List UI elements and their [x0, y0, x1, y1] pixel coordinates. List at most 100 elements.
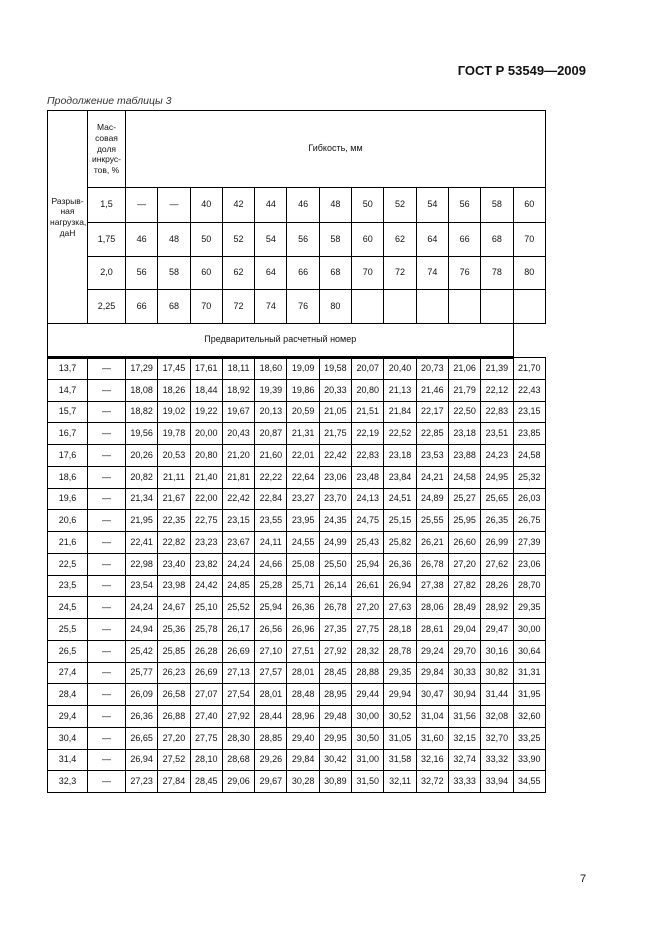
value-cell: 33,32	[480, 748, 514, 772]
value-cell: 24,24	[124, 596, 159, 619]
flexibility-cell: 78	[480, 256, 514, 290]
value-cell: 21,60	[254, 444, 288, 467]
value-cell: 22,01	[286, 444, 320, 467]
value-cell: 24,58	[447, 465, 482, 489]
value-cell: 28,61	[415, 618, 449, 641]
load-cell: 20,6	[47, 509, 88, 532]
value-cell: 27,57	[254, 661, 288, 685]
table-row: 18,6—20,82 21,11 21,40 21,81 22,22 22,64 23,06…	[47, 465, 547, 489]
value-cell: 25,94	[254, 596, 288, 619]
flexibility-cell	[447, 289, 482, 324]
value-cell: 25,95	[447, 509, 482, 532]
value-cell: 32,11	[383, 770, 417, 793]
value-cell: 33,90	[512, 748, 547, 772]
fraction-cell: —	[87, 726, 126, 750]
load-cell: 32,3	[47, 770, 88, 793]
value-cell: 26,09	[124, 683, 159, 706]
value-cell: 28,26	[480, 574, 514, 598]
flexibility-cell	[383, 289, 417, 324]
value-cell: 26,94	[124, 748, 159, 772]
value-cell: 25,52	[221, 596, 256, 619]
value-cell: 28,92	[480, 596, 514, 619]
value-cell: 28,18	[383, 618, 417, 641]
value-cell: 29,04	[447, 618, 482, 641]
flexibility-cell: 70	[351, 256, 385, 290]
value-cell: 29,47	[480, 618, 514, 641]
value-cell: 26,28	[189, 639, 223, 663]
value-cell: 28,95	[318, 683, 353, 706]
value-cell: 22,82	[157, 531, 191, 554]
value-cell: 25,77	[124, 661, 159, 685]
value-cell: 22,42	[221, 487, 256, 511]
value-cell: 18,11	[221, 357, 256, 380]
value-cell: 27,35	[318, 618, 353, 641]
value-cell: 22,84	[254, 487, 288, 511]
value-cell: 26,61	[351, 574, 385, 598]
value-cell: 26,65	[124, 726, 159, 750]
flexibility-cell: 48	[157, 222, 191, 257]
value-cell: 32,74	[447, 748, 482, 772]
value-cell: 30,94	[447, 683, 482, 706]
value-cell: 21,46	[415, 378, 449, 402]
value-cell: 28,32	[351, 639, 385, 663]
value-cell: 34,55	[512, 770, 547, 793]
value-cell: 24,55	[286, 531, 320, 554]
value-cell: 27,62	[480, 552, 514, 576]
value-cell: 24,23	[480, 444, 514, 467]
value-cell: 23,18	[383, 444, 417, 467]
value-cell: 25,82	[383, 531, 417, 554]
flexibility-cell: 58	[318, 222, 353, 257]
value-cell: 22,12	[480, 378, 514, 402]
flexibility-cell: 50	[189, 222, 223, 257]
value-cell: 30,16	[480, 639, 514, 663]
flexibility-cell	[512, 289, 547, 324]
value-cell: 27,10	[254, 639, 288, 663]
value-cell: 23,88	[447, 444, 482, 467]
value-cell: 20,26	[124, 444, 159, 467]
value-cell: 25,42	[124, 639, 159, 663]
flexibility-cell: 68	[157, 289, 191, 324]
value-cell: 22,22	[254, 465, 288, 489]
mass-fraction-cell: 2,25	[87, 289, 126, 324]
value-cell: 20,80	[351, 378, 385, 402]
value-cell: 28,70	[512, 574, 547, 598]
value-cell: 29,35	[383, 661, 417, 685]
value-cell: 31,44	[480, 683, 514, 706]
value-cell: 24,75	[351, 509, 385, 532]
value-cell: 21,95	[124, 509, 159, 532]
value-cell: 20,59	[286, 400, 320, 424]
flexibility-cell: 72	[383, 256, 417, 290]
value-cell: 20,00	[189, 422, 223, 445]
flexibility-cell: 44	[254, 187, 288, 223]
value-cell: 27,20	[351, 596, 385, 619]
value-cell: 27,75	[351, 618, 385, 641]
value-cell: 19,78	[157, 422, 191, 445]
value-cell: 17,45	[157, 357, 191, 380]
value-cell: 26,69	[189, 661, 223, 685]
value-cell: 33,25	[512, 726, 547, 750]
fraction-cell: —	[87, 574, 126, 598]
value-cell: 31,95	[512, 683, 547, 706]
value-cell: 24,95	[480, 465, 514, 489]
flexibility-cell: 46	[286, 187, 320, 223]
value-cell: 21,39	[480, 357, 514, 380]
value-cell: 25,71	[286, 574, 320, 598]
value-cell: 29,70	[447, 639, 482, 663]
value-cell: 28,78	[383, 639, 417, 663]
value-cell: 26,21	[415, 531, 449, 554]
value-cell: 31,60	[415, 726, 449, 750]
value-cell: 22,17	[415, 400, 449, 424]
load-cell: 19,6	[47, 487, 88, 511]
value-cell: 23,67	[221, 531, 256, 554]
data-table: Разрыв-ная нагрузка, даН Мас-совая доля …	[47, 110, 547, 793]
value-cell: 26,69	[221, 639, 256, 663]
load-cell: 27,4	[47, 661, 88, 685]
value-cell: 26,96	[286, 618, 320, 641]
load-cell: 18,6	[47, 465, 88, 489]
value-cell: 29,95	[318, 726, 353, 750]
value-cell: 28,45	[189, 770, 223, 793]
value-cell: 24,58	[512, 444, 547, 467]
fraction-cell: —	[87, 639, 126, 663]
value-cell: 21,34	[124, 487, 159, 511]
value-cell: 28,01	[254, 683, 288, 706]
